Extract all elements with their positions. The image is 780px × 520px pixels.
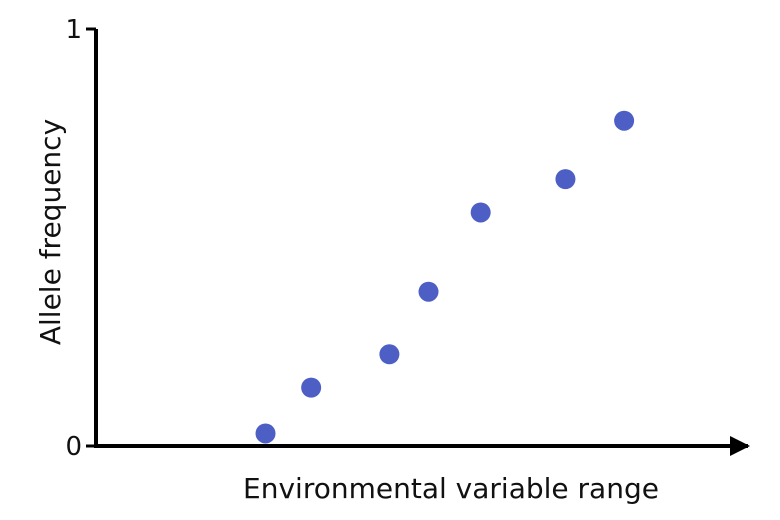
data-point-5	[555, 169, 576, 190]
data-point-0	[255, 423, 276, 444]
y-ticks: 01	[65, 15, 96, 462]
data-point-6	[614, 110, 635, 131]
data-point-3	[418, 281, 439, 302]
y-tick-label-1: 1	[65, 15, 82, 45]
data-point-2	[379, 344, 400, 365]
data-point-1	[301, 377, 322, 398]
data-point-4	[470, 202, 491, 223]
y-tick-label-0: 0	[65, 432, 82, 462]
y-axis-title: Allele frequency	[34, 119, 67, 345]
data-points	[255, 110, 635, 444]
x-axis-title: Environmental variable range	[243, 472, 659, 505]
